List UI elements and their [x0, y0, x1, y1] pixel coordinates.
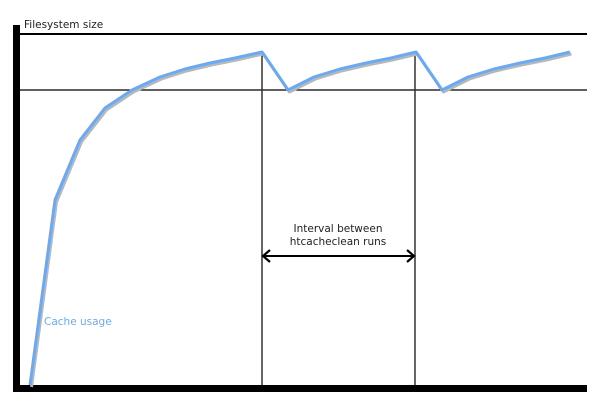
interval-arrow: [261, 249, 416, 263]
interval-label-line2: htcacheclean runs: [290, 236, 387, 248]
x-axis: [13, 385, 587, 392]
y-axis-label: Filesystem size: [24, 19, 103, 31]
series-label: Cache usage: [44, 316, 112, 328]
interval-label-line1: Interval between: [294, 223, 383, 235]
y-axis: [13, 25, 20, 392]
cache-usage-curve-shadow: [30, 52, 572, 388]
cache-usage-curve: [28, 50, 571, 386]
